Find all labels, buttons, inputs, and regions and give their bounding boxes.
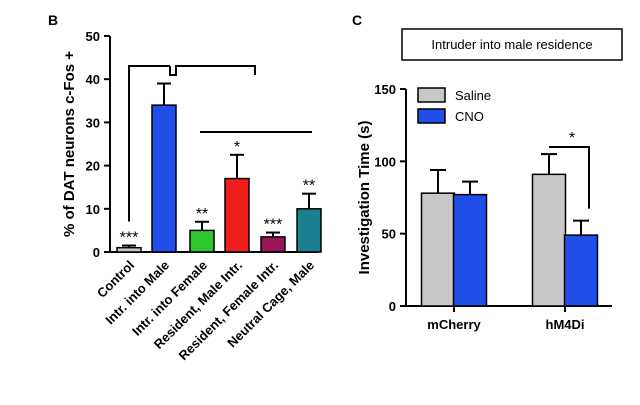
y-axis-label: Investigation Time (s) bbox=[356, 121, 373, 275]
bar bbox=[224, 177, 250, 253]
bar bbox=[452, 193, 488, 307]
y-tick-label: 10 bbox=[86, 202, 100, 217]
significance-label: *** bbox=[120, 230, 139, 247]
y-tick-label: 30 bbox=[86, 115, 100, 130]
y-tick-label: 50 bbox=[382, 227, 396, 242]
significance-label: ** bbox=[196, 206, 208, 223]
chart-title: Intruder into male residence bbox=[431, 37, 592, 52]
y-tick-label: 100 bbox=[374, 154, 396, 169]
category-label: hM4Di bbox=[546, 317, 585, 332]
bar bbox=[116, 246, 142, 253]
bracket-control bbox=[128, 65, 170, 222]
significance-bracket bbox=[549, 146, 590, 209]
y-tick-label: 0 bbox=[93, 245, 100, 260]
significance-label: * bbox=[234, 139, 240, 156]
panel-c-letter: C bbox=[352, 12, 362, 28]
y-tick-label: 150 bbox=[374, 82, 396, 97]
panel-b-letter: B bbox=[48, 12, 58, 28]
chart-title-box bbox=[401, 28, 623, 61]
legend-swatch bbox=[417, 108, 446, 124]
legend-swatch bbox=[417, 87, 446, 103]
bar bbox=[151, 104, 177, 253]
significance-label: *** bbox=[264, 217, 283, 234]
bar bbox=[260, 236, 286, 253]
bar bbox=[420, 192, 456, 307]
bracket-intr-male bbox=[169, 65, 256, 76]
y-tick-label: 0 bbox=[389, 299, 396, 314]
y-axis-label: % of DAT neurons c-Fos + bbox=[61, 51, 78, 237]
bar bbox=[296, 208, 322, 253]
legend-label: Saline bbox=[455, 88, 491, 103]
legend-label: CNO bbox=[455, 109, 484, 124]
y-tick-label: 40 bbox=[86, 72, 100, 87]
panel-c-chart: Intruder into male residence 0 50 100 150 Inv… bbox=[356, 28, 623, 332]
y-tick-label: 20 bbox=[86, 159, 100, 174]
bar bbox=[189, 229, 215, 253]
category-label: mCherry bbox=[427, 317, 481, 332]
significance-label: ** bbox=[303, 178, 315, 195]
y-tick-label: 50 bbox=[86, 29, 100, 44]
significance-label: * bbox=[569, 130, 575, 147]
bar bbox=[563, 234, 599, 307]
bar bbox=[531, 173, 567, 307]
